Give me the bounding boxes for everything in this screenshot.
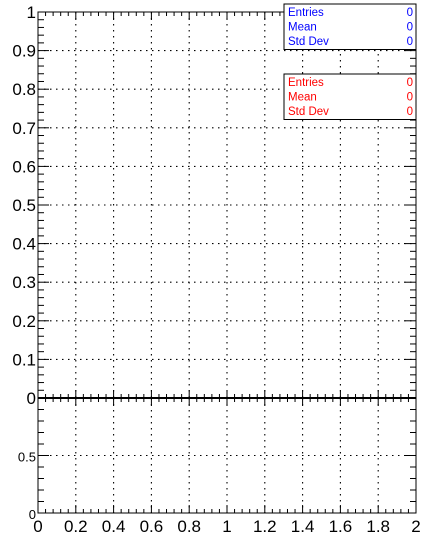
stats-label: Mean [288, 92, 317, 104]
stats-label: Std Dev [288, 36, 329, 48]
y-tick-label: 0.3 [12, 273, 36, 292]
top-panel-y-tick-labels: 0 0.1 0.2 0.3 0.4 0.5 0.6 0.7 0.8 0.9 1 [12, 3, 36, 408]
y-tick-label: 0.2 [12, 312, 36, 331]
y-tick-label: 0 [27, 389, 36, 408]
bottom-panel-frame [37, 397, 417, 514]
stats-value: 0 [407, 7, 413, 19]
x-tick-label: 0 [33, 517, 42, 536]
stats-boxes: Entries 0 Mean 0 Std Dev 0 Entries 0 Mean 0 Std De… [283, 3, 417, 120]
y-tick-label: 0.7 [12, 119, 36, 138]
y-tick-label: 0.5 [12, 196, 36, 215]
x-tick-label: 2 [411, 517, 420, 536]
stats-value: 0 [407, 106, 413, 118]
y-tick-label: 0.8 [12, 80, 36, 99]
x-tick-label: 0.8 [177, 517, 201, 536]
bottom-panel: 00.5 0 0.2 0.4 0.6 0.8 1 1.2 1.4 1.6 1.8 2 [18, 397, 421, 536]
x-tick-label: 1 [222, 517, 231, 536]
x-tick-label: 0.4 [102, 517, 126, 536]
stats-label: Entries [288, 77, 324, 89]
x-tick-label: 1.8 [366, 517, 390, 536]
y-tick-label: 0.1 [12, 350, 36, 369]
bottom-panel-ticks [37, 397, 417, 514]
stats-value: 0 [407, 77, 413, 89]
stats-value: 0 [407, 92, 413, 104]
y-tick-label: 1 [27, 3, 36, 22]
x-tick-label: 1.6 [329, 517, 353, 536]
x-tick-labels: 0 0.2 0.4 0.6 0.8 1 1.2 1.4 1.6 1.8 2 [33, 517, 420, 536]
stats-box-0 [283, 3, 417, 50]
stats-box-1 [283, 73, 417, 120]
stats-label: Mean [288, 22, 317, 34]
x-tick-label: 0.2 [64, 517, 88, 536]
top-panel: 0 0.1 0.2 0.3 0.4 0.5 0.6 0.7 0.8 0.9 1 Entries 0 Me… [12, 3, 417, 408]
y-tick-label: 0.4 [12, 235, 36, 254]
x-tick-label: 0.6 [140, 517, 164, 536]
y-tick-label: 0.5 [18, 450, 36, 465]
stats-value: 0 [407, 22, 413, 34]
top-panel-grid [38, 12, 416, 398]
y-tick-label: 0.9 [12, 42, 36, 61]
y-tick-label: 0 [29, 507, 36, 522]
stats-value: 0 [407, 36, 413, 48]
x-tick-label: 1.4 [291, 517, 315, 536]
bottom-panel-y-tick-labels: 00.5 [18, 450, 36, 523]
stats-label: Std Dev [288, 106, 329, 118]
x-tick-label: 1.2 [253, 517, 277, 536]
y-tick-label: 0.6 [12, 157, 36, 176]
bottom-panel-grid [38, 398, 416, 513]
stats-label: Entries [288, 7, 324, 19]
